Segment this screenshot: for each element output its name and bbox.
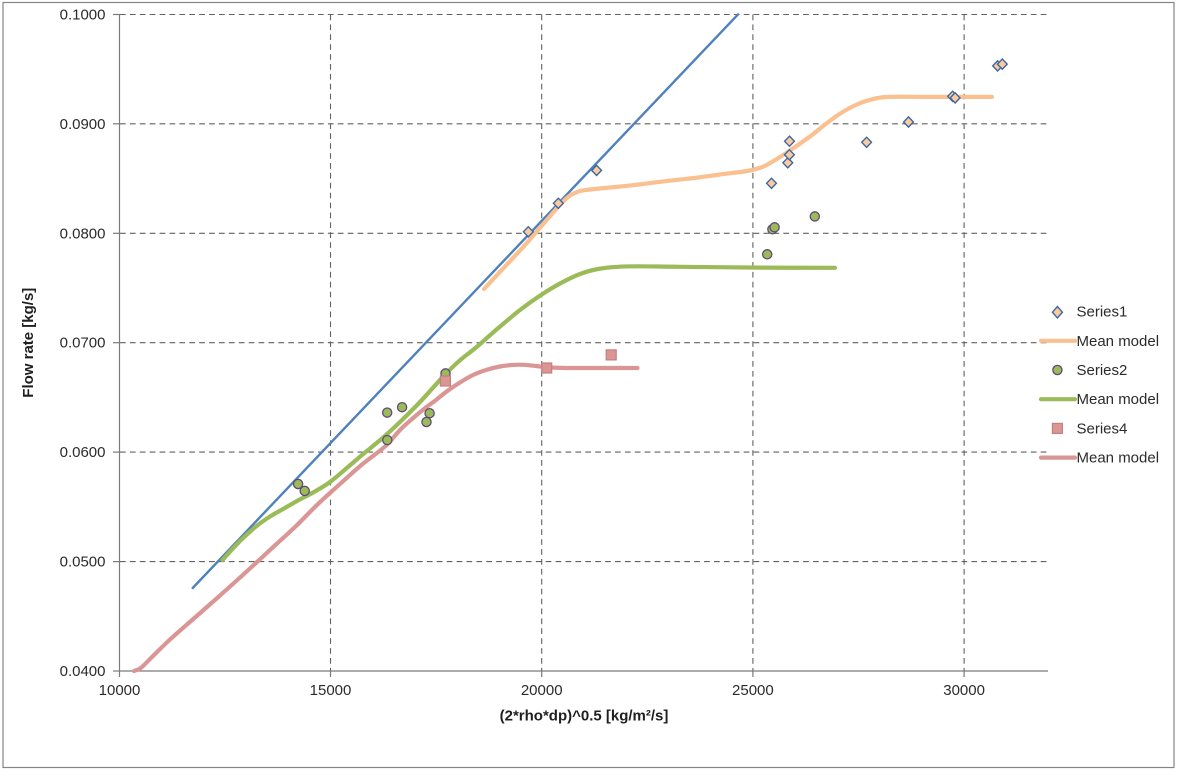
svg-text:0.0700: 0.0700 (60, 335, 106, 352)
svg-text:Flow rate [kg/s]: Flow rate [kg/s] (20, 288, 37, 398)
svg-text:0.0900: 0.0900 (60, 116, 106, 133)
svg-text:Series2: Series2 (1077, 362, 1128, 379)
svg-text:0.0800: 0.0800 (60, 225, 106, 242)
svg-text:0.0400: 0.0400 (60, 663, 106, 680)
svg-text:Mean model: Mean model (1077, 391, 1160, 408)
svg-text:30000: 30000 (943, 682, 985, 699)
svg-text:(2*rho*dp)^0.5 [kg/m²/s]: (2*rho*dp)^0.5 [kg/m²/s] (500, 708, 669, 725)
svg-text:Series1: Series1 (1077, 304, 1128, 321)
svg-text:Series4: Series4 (1077, 420, 1128, 437)
svg-text:Mean model: Mean model (1077, 333, 1160, 350)
svg-text:0.0600: 0.0600 (60, 444, 106, 461)
svg-text:15000: 15000 (310, 682, 352, 699)
svg-text:0.1000: 0.1000 (60, 7, 106, 24)
svg-text:Mean model: Mean model (1077, 450, 1160, 467)
svg-text:0.0500: 0.0500 (60, 554, 106, 571)
svg-text:20000: 20000 (521, 682, 563, 699)
svg-text:10000: 10000 (99, 682, 141, 699)
svg-text:25000: 25000 (732, 682, 774, 699)
